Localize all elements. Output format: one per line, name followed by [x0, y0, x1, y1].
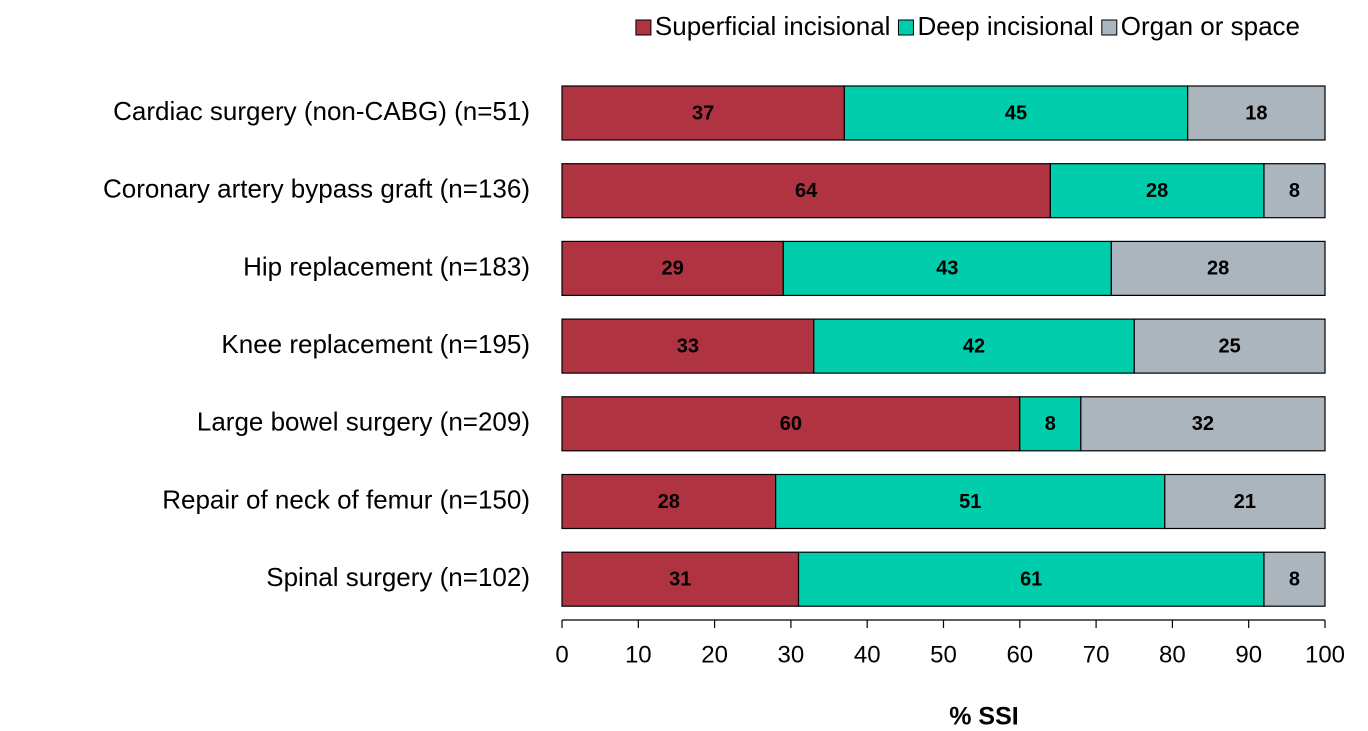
bar-segment: [843, 85, 1189, 141]
x-tick-label: 60: [1006, 641, 1033, 668]
y-tick-label: Spinal surgery (n=102): [266, 562, 530, 592]
bar-segment: [561, 551, 800, 607]
bar-segment: [1187, 85, 1326, 141]
data-label: 60: [780, 413, 802, 435]
data-label: 18: [1245, 102, 1267, 124]
data-label: 61: [1020, 568, 1042, 590]
bar-segment: [1133, 318, 1326, 374]
data-label: 33: [677, 335, 699, 357]
y-tick-label: Coronary artery bypass graft (n=136): [103, 174, 530, 204]
data-label: 42: [963, 335, 985, 357]
bar-segment: [782, 240, 1112, 296]
bar-segment: [1080, 396, 1326, 452]
x-tick-label: 20: [701, 641, 728, 668]
legend-swatch: [897, 19, 914, 36]
x-tick-label: 40: [854, 641, 881, 668]
data-label: 28: [1146, 180, 1168, 202]
legend-swatch: [635, 19, 652, 36]
y-tick-label: Cardiac surgery (non-CABG) (n=51): [113, 96, 530, 126]
data-label: 32: [1192, 413, 1214, 435]
bar-segment: [797, 551, 1265, 607]
legend-label: Organ or space: [1121, 11, 1300, 41]
bar-segment: [561, 240, 784, 296]
bar-segment: [561, 85, 845, 141]
data-label: 28: [658, 491, 680, 513]
data-label: 28: [1207, 258, 1229, 280]
legend-swatch: [1101, 19, 1118, 36]
data-label: 8: [1289, 180, 1300, 202]
data-label: 21: [1234, 491, 1256, 513]
data-label: 64: [795, 180, 818, 202]
legend-label: Superficial incisional: [655, 11, 891, 41]
legend-label: Deep incisional: [917, 11, 1093, 41]
data-label: 37: [692, 102, 714, 124]
x-tick-label: 0: [555, 641, 568, 668]
data-label: 43: [936, 258, 958, 280]
bar-segment: [561, 473, 777, 530]
bar-segment: [1049, 163, 1265, 219]
data-label: 29: [662, 258, 684, 280]
data-label: 8: [1289, 568, 1300, 590]
x-tick-label: 90: [1235, 641, 1262, 668]
data-label: 51: [959, 491, 981, 513]
bar-segment: [561, 318, 815, 374]
y-tick-label: Knee replacement (n=195): [221, 329, 530, 359]
y-tick-label: Repair of neck of femur (n=150): [162, 484, 530, 514]
data-label: 31: [669, 568, 691, 590]
bar-segment: [561, 163, 1051, 219]
data-label: 25: [1219, 335, 1241, 357]
bar-segment: [1164, 473, 1326, 530]
x-tick-label: 30: [778, 641, 805, 668]
y-tick-label: Large bowel surgery (n=209): [197, 407, 530, 437]
y-tick-label: Hip replacement (n=183): [243, 251, 530, 281]
x-tick-label: 50: [930, 641, 957, 668]
data-label: 45: [1005, 102, 1027, 124]
bar-segment: [1019, 396, 1082, 452]
bar-segment: [775, 473, 1166, 530]
x-tick-label: 70: [1083, 641, 1110, 668]
x-tick-label: 100: [1305, 641, 1345, 668]
bar-segment: [1110, 240, 1326, 296]
x-axis-label: % SSI: [949, 703, 1018, 731]
bar-segment: [1263, 551, 1326, 607]
x-tick-label: 10: [625, 641, 652, 668]
bar-segment: [561, 396, 1021, 452]
x-tick-label: 80: [1159, 641, 1186, 668]
bar-segment: [1263, 163, 1326, 219]
data-label: 8: [1045, 413, 1056, 435]
